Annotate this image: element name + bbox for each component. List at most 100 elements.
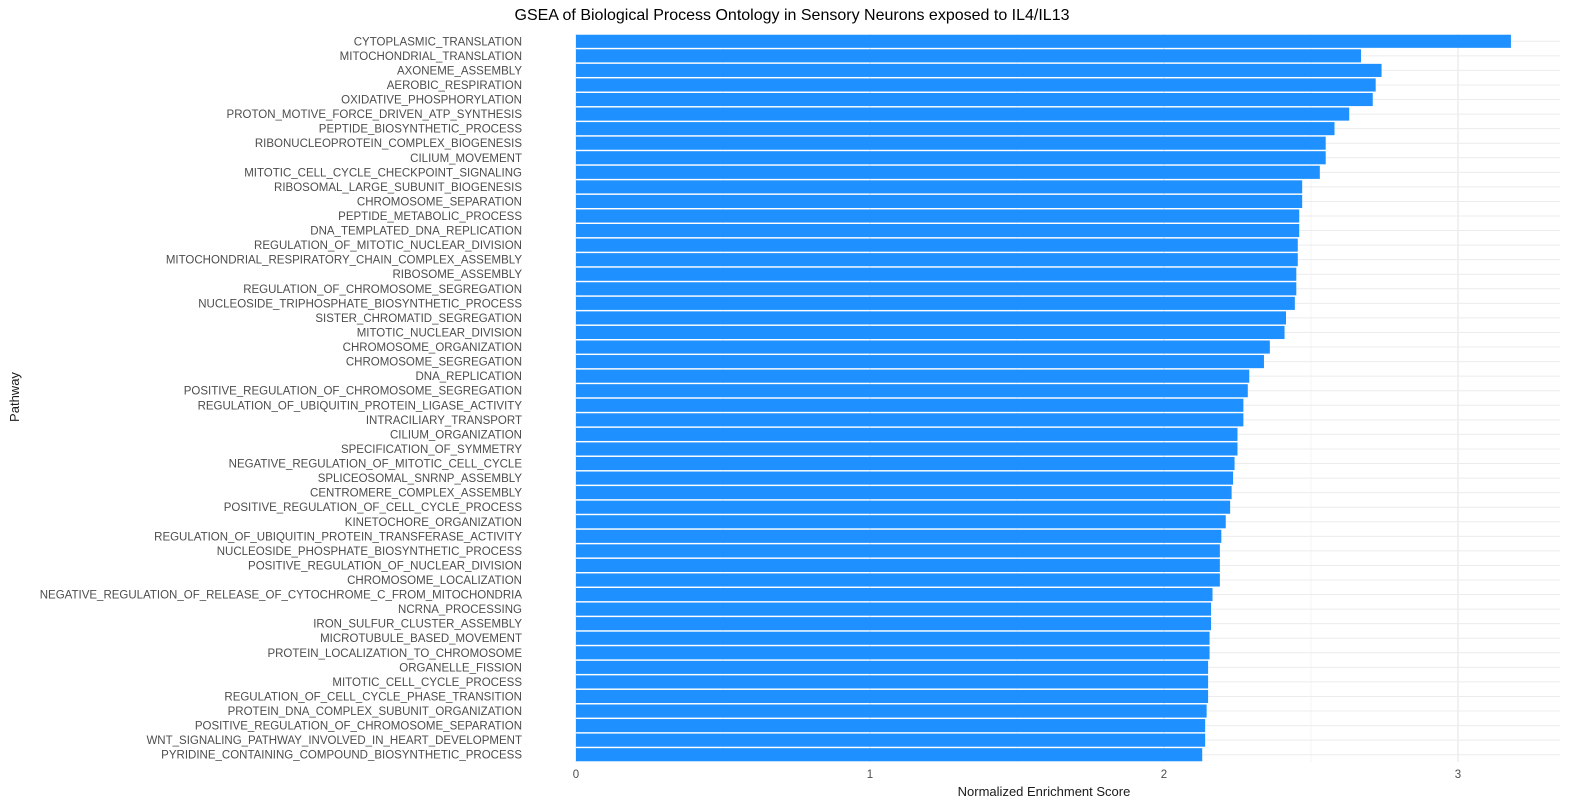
y-tick-label: OXIDATIVE_PHOSPHORYLATION <box>341 95 522 107</box>
y-tick-label: NUCLEOSIDE_PHOSPHATE_BIOSYNTHETIC_PROCES… <box>217 546 523 558</box>
bar <box>576 704 1207 718</box>
y-tick-label: MICROTUBULE_BASED_MOVEMENT <box>320 633 522 645</box>
y-tick-label: PEPTIDE_BIOSYNTHETIC_PROCESS <box>319 124 523 136</box>
bar <box>576 92 1373 107</box>
y-tick-label: MITOCHONDRIAL_TRANSLATION <box>340 51 522 63</box>
bar <box>576 369 1250 383</box>
bar <box>576 340 1270 354</box>
y-tick-label: MITOTIC_CELL_CYCLE_CHECKPOINT_SIGNALING <box>244 167 522 179</box>
bar <box>576 529 1222 543</box>
y-tick-label: RIBONUCLEOPROTEIN_COMPLEX_BIOGENESIS <box>255 138 522 150</box>
bar <box>576 675 1209 689</box>
y-tick-label: CYTOPLASMIC_TRANSLATION <box>354 36 522 48</box>
bar <box>576 34 1511 48</box>
bar <box>576 471 1234 485</box>
bar <box>576 602 1212 616</box>
y-tick-label: POSITIVE_REGULATION_OF_NUCLEAR_DIVISION <box>248 560 522 572</box>
bar <box>576 122 1335 136</box>
y-tick-label: CHROMOSOME_SEGREGATION <box>346 357 522 369</box>
x-axis-title: Normalized Enrichment Score <box>958 784 1131 799</box>
x-tick-label: 0 <box>573 769 579 781</box>
y-tick-label: IRON_SULFUR_CLUSTER_ASSEMBLY <box>313 619 522 631</box>
bar <box>576 253 1298 267</box>
y-tick-label: NEGATIVE_REGULATION_OF_MITOTIC_CELL_CYCL… <box>229 459 523 471</box>
bar <box>576 355 1264 369</box>
y-tick-label: REGULATION_OF_CHROMOSOME_SEGREGATION <box>243 284 522 296</box>
y-tick-label: CILIUM_ORGANIZATION <box>390 429 522 441</box>
bar <box>576 588 1213 602</box>
bar <box>576 500 1231 514</box>
bar <box>576 748 1203 762</box>
y-tick-label: POSITIVE_REGULATION_OF_CHROMOSOME_SEPARA… <box>195 721 522 733</box>
y-tick-label: WNT_SIGNALING_PATHWAY_INVOLVED_IN_HEART_… <box>146 735 522 747</box>
y-tick-label: PROTEIN_DNA_COMPLEX_SUBUNIT_ORGANIZATION <box>228 706 522 718</box>
bar <box>576 558 1220 572</box>
x-tick-label: 2 <box>1161 769 1167 781</box>
y-tick-label: ORGANELLE_FISSION <box>399 662 522 674</box>
y-tick-label: KINETOCHORE_ORGANIZATION <box>345 517 522 529</box>
bar <box>576 63 1382 77</box>
bar <box>576 194 1303 208</box>
bar <box>576 282 1297 296</box>
y-tick-label: POSITIVE_REGULATION_OF_CELL_CYCLE_PROCES… <box>224 502 523 514</box>
bar <box>576 325 1285 340</box>
chart-title: GSEA of Biological Process Ontology in S… <box>515 7 1070 24</box>
bar <box>576 660 1209 674</box>
y-tick-label: CHROMOSOME_LOCALIZATION <box>347 575 522 587</box>
y-tick-label: MITOTIC_CELL_CYCLE_PROCESS <box>332 677 522 689</box>
bar <box>576 719 1206 733</box>
bar <box>576 49 1361 63</box>
y-tick-label: MITOCHONDRIAL_RESPIRATORY_CHAIN_COMPLEX_… <box>166 255 523 267</box>
y-tick-label: INTRACILIARY_TRANSPORT <box>366 415 522 427</box>
bar <box>576 515 1226 529</box>
bar <box>576 544 1220 558</box>
bar <box>576 427 1238 441</box>
bar <box>576 646 1210 660</box>
y-tick-label: PEPTIDE_METABOLIC_PROCESS <box>338 211 522 223</box>
bar <box>576 311 1287 325</box>
bar <box>576 78 1376 92</box>
y-tick-label: CHROMOSOME_SEPARATION <box>357 196 522 208</box>
y-tick-label: REGULATION_OF_CELL_CYCLE_PHASE_TRANSITIO… <box>224 691 522 703</box>
y-tick-label: NUCLEOSIDE_TRIPHOSPHATE_BIOSYNTHETIC_PRO… <box>198 298 522 310</box>
y-tick-label: DNA_TEMPLATED_DNA_REPLICATION <box>310 226 522 238</box>
x-tick-labels: 0 1 2 3 <box>573 769 1461 781</box>
bar <box>576 180 1303 194</box>
y-tick-label: CENTROMERE_COMPLEX_ASSEMBLY <box>310 488 522 500</box>
y-tick-label: RIBOSOME_ASSEMBLY <box>392 269 522 281</box>
bar <box>576 486 1232 500</box>
y-tick-label: RIBOSOMAL_LARGE_SUBUNIT_BIOGENESIS <box>274 182 522 194</box>
bar <box>576 384 1248 398</box>
y-tick-label: REGULATION_OF_MITOTIC_NUCLEAR_DIVISION <box>254 240 522 252</box>
bar <box>576 573 1220 587</box>
bars <box>576 34 1511 762</box>
bar <box>576 151 1326 165</box>
y-tick-label: SISTER_CHROMATID_SEGREGATION <box>315 313 522 325</box>
y-tick-label: PYRIDINE_CONTAINING_COMPOUND_BIOSYNTHETI… <box>161 750 522 762</box>
bar <box>576 165 1320 179</box>
bar <box>576 413 1244 427</box>
y-tick-label: AXONEME_ASSEMBLY <box>397 65 522 77</box>
bar <box>576 689 1209 704</box>
y-tick-label: DNA_REPLICATION <box>415 371 522 383</box>
y-tick-label: AEROBIC_RESPIRATION <box>387 80 522 92</box>
bar <box>576 296 1295 310</box>
bar <box>576 631 1210 645</box>
bar <box>576 107 1350 121</box>
bar <box>576 238 1298 252</box>
bar <box>576 267 1297 281</box>
y-tick-label: CILIUM_MOVEMENT <box>410 153 522 165</box>
x-tick-label: 1 <box>867 769 873 781</box>
y-tick-label: MITOTIC_NUCLEAR_DIVISION <box>357 327 522 339</box>
y-tick-label: SPECIFICATION_OF_SYMMETRY <box>341 444 522 456</box>
bar <box>576 398 1244 412</box>
y-tick-label: POSITIVE_REGULATION_OF_CHROMOSOME_SEGREG… <box>184 386 522 398</box>
y-tick-label: CHROMOSOME_ORGANIZATION <box>343 342 522 354</box>
bar <box>576 136 1326 150</box>
y-tick-labels: CYTOPLASMIC_TRANSLATION MITOCHONDRIAL_TRA… <box>40 36 523 761</box>
bar <box>576 224 1300 238</box>
y-tick-label: REGULATION_OF_UBIQUITIN_PROTEIN_LIGASE_A… <box>198 400 523 412</box>
bar <box>576 617 1212 631</box>
